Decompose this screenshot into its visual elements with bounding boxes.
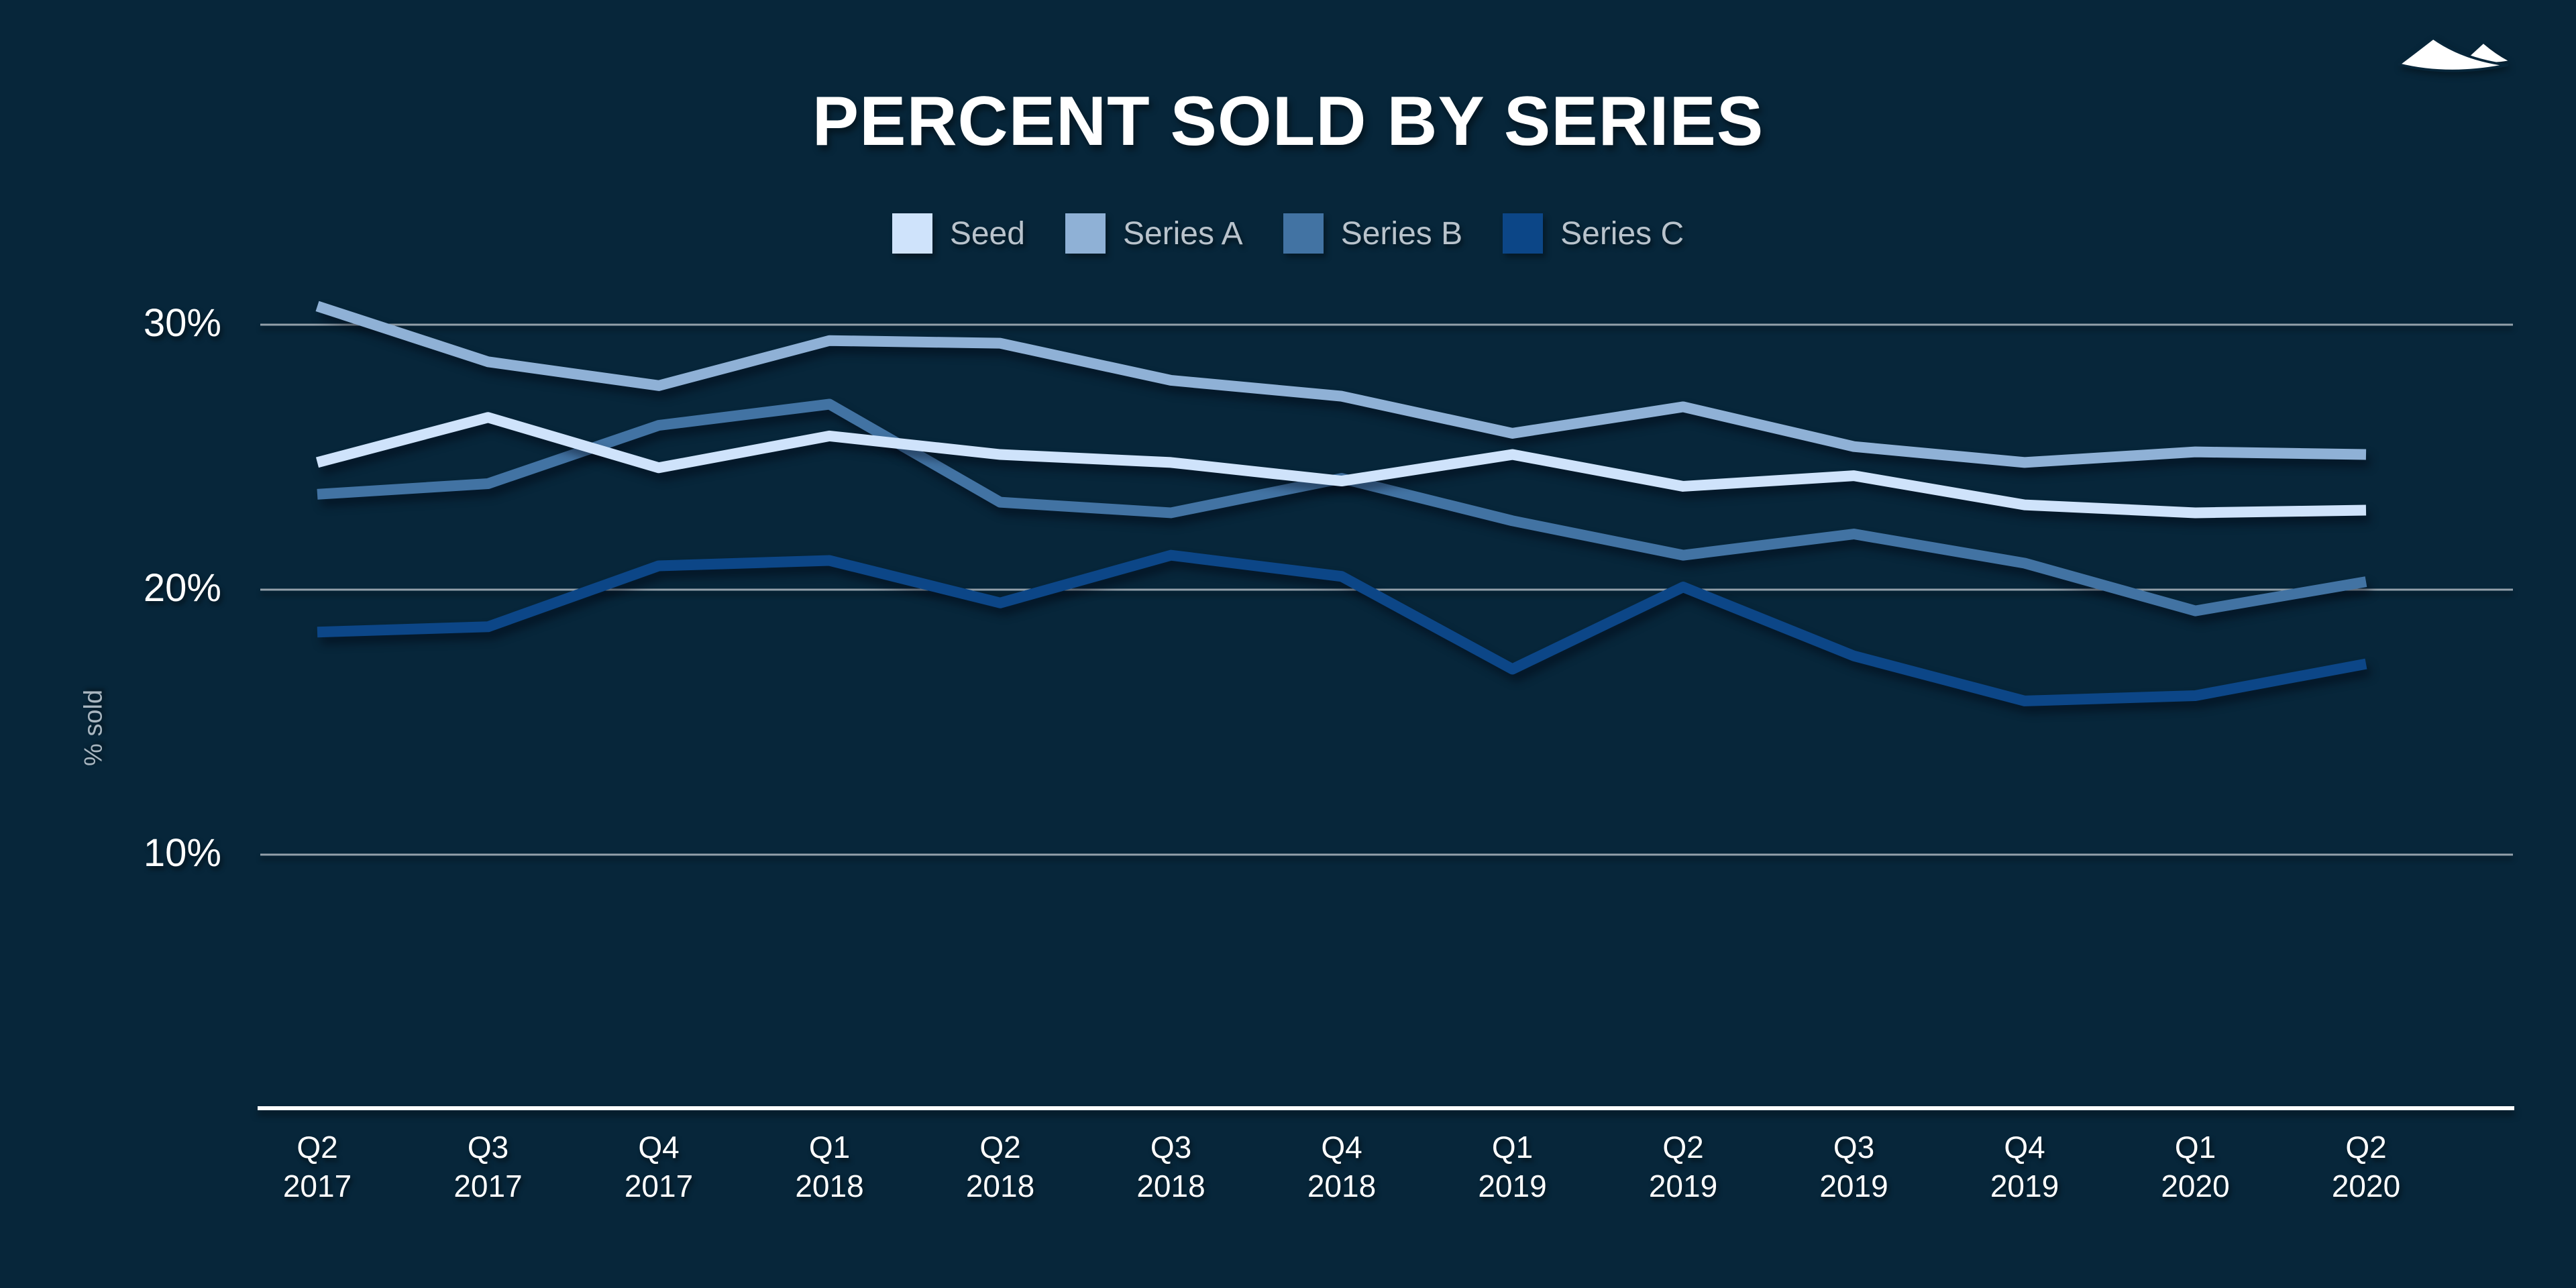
legend-item-seed: Seed	[892, 213, 1025, 254]
x-axis-tick-line: 2018	[795, 1168, 864, 1203]
x-axis-tick-line: 2017	[282, 1168, 352, 1203]
x-axis-tick-line: 2018	[1307, 1168, 1377, 1203]
x-axis-tick-label: Q3 2018	[1136, 1128, 1205, 1205]
x-axis-tick-line: 2020	[2331, 1168, 2401, 1203]
legend-item-series-a: Series A	[1065, 213, 1243, 254]
y-axis-tick-label: 30%	[143, 301, 221, 345]
legend: Seed Series A Series B Series C	[0, 213, 2576, 254]
x-axis-tick-line: 2017	[453, 1168, 523, 1203]
x-axis-tick-label: Q2 2020	[2332, 1128, 2400, 1205]
x-axis-tick-line: Q4	[638, 1130, 680, 1165]
y-axis-tick-label: 20%	[143, 566, 221, 610]
x-axis-tick-line: 2019	[1648, 1168, 1718, 1203]
x-axis-tick-line: Q2	[979, 1130, 1021, 1165]
x-axis-tick-label: Q2 2018	[966, 1128, 1034, 1205]
x-axis-tick-label: Q2 2017	[283, 1128, 352, 1205]
legend-label: Seed	[949, 215, 1025, 252]
x-axis-tick-label: Q1 2018	[795, 1128, 863, 1205]
y-axis-tick-label: 10%	[143, 830, 221, 875]
x-axis-tick-line: Q1	[2174, 1130, 2216, 1165]
x-axis-tick-label: Q4 2017	[625, 1128, 693, 1205]
x-axis-tick-line: Q2	[297, 1130, 338, 1165]
series-line-seed	[315, 412, 2367, 519]
legend-swatch-icon	[1283, 213, 1324, 254]
legend-swatch-icon	[1065, 213, 1106, 254]
x-axis-tick-line: Q4	[2004, 1130, 2045, 1165]
x-axis-tick-line: Q1	[808, 1130, 851, 1165]
series-line-series-c	[317, 549, 2367, 706]
legend-item-series-b: Series B	[1283, 213, 1462, 254]
x-axis-tick-label: Q4 2019	[1990, 1128, 2059, 1205]
x-axis-tick-line: 2019	[1478, 1168, 1547, 1203]
x-axis-tick-line: 2017	[624, 1168, 694, 1203]
x-axis-tick-line: Q4	[1321, 1130, 1362, 1165]
legend-swatch-icon	[892, 213, 932, 254]
mountain-logo-icon	[2397, 36, 2509, 72]
legend-label: Series A	[1122, 215, 1243, 252]
page-title: PERCENT SOLD BY SERIES	[812, 83, 1764, 160]
x-axis-tick-line: 2019	[1990, 1168, 2059, 1203]
x-axis-tick-line: Q1	[1491, 1130, 1534, 1165]
x-axis-tick-label: Q1 2019	[1478, 1128, 1546, 1205]
x-axis-tick-line: Q2	[2345, 1130, 2387, 1165]
x-axis-tick-label: Q3 2017	[453, 1128, 522, 1205]
series-line-series-a	[315, 301, 2367, 468]
x-axis-tick-line: Q3	[1150, 1130, 1192, 1165]
y-axis-title: % sold	[79, 689, 108, 767]
legend-swatch-icon	[1503, 213, 1544, 254]
x-axis-tick-line: Q2	[1662, 1130, 1704, 1165]
x-axis-tick-line: Q3	[1833, 1130, 1875, 1165]
x-axis-tick-label: Q2 2019	[1649, 1128, 1717, 1205]
legend-label: Series B	[1340, 215, 1463, 252]
x-axis-tick-line: 2018	[965, 1168, 1035, 1203]
legend-item-series-c: Series C	[1503, 213, 1684, 254]
x-axis-tick-label: Q4 2018	[1307, 1128, 1376, 1205]
x-axis-tick-line: 2018	[1136, 1168, 1205, 1203]
x-axis-tick-line: Q3	[467, 1130, 509, 1165]
x-axis-tick-line: 2020	[2161, 1168, 2230, 1203]
x-axis-tick-label: Q3 2019	[1819, 1128, 1888, 1205]
x-axis-tick-label: Q1 2020	[2161, 1128, 2229, 1205]
x-axis-tick-line: 2019	[1819, 1168, 1888, 1203]
legend-label: Series C	[1560, 215, 1684, 252]
